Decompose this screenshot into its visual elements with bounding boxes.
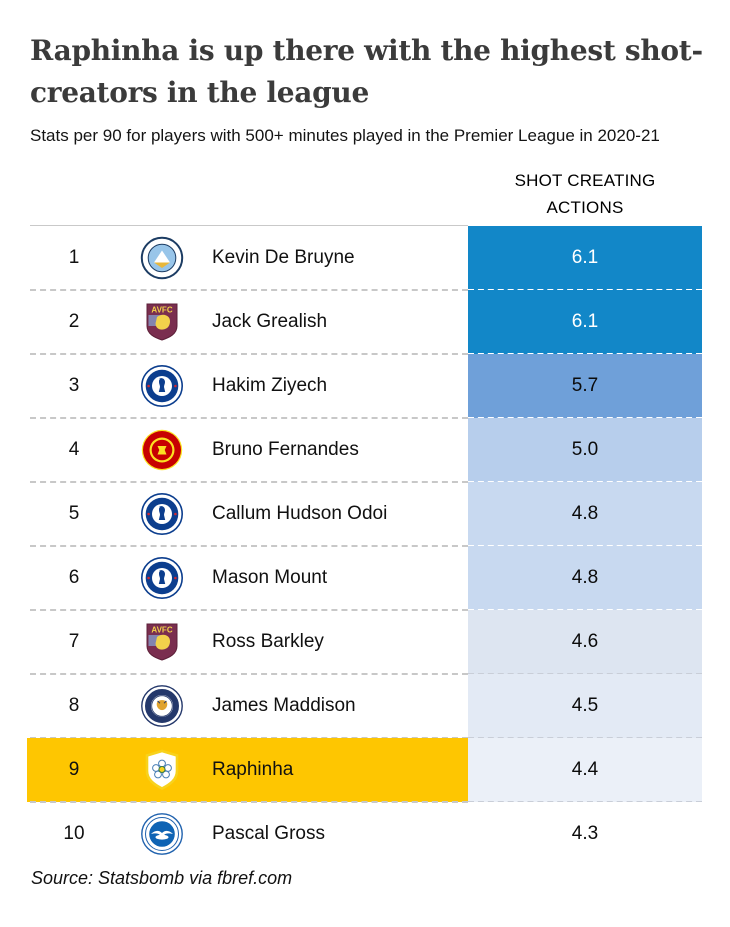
player-name: Callum Hudson Odoi	[212, 503, 388, 524]
player-name: Raphinha	[212, 759, 294, 780]
table-row: 2 AVFC Jack Grealish 6.1	[0, 290, 730, 355]
brighton-badge-icon	[140, 812, 184, 856]
badge-cell	[118, 354, 206, 418]
value-cell: 4.8	[468, 546, 702, 611]
table-row: 3 Hakim Ziyech 5.7	[0, 354, 730, 419]
value-cell: 4.3	[468, 802, 702, 866]
value-cell: 4.6	[468, 610, 702, 675]
value-label: 6.1	[571, 311, 599, 332]
value-label: 5.7	[571, 375, 599, 396]
aston-villa-badge-icon: AVFC	[140, 620, 184, 664]
badge-cell: AVFC	[118, 290, 206, 354]
value-label: 4.8	[571, 503, 599, 524]
value-cell: 4.5	[468, 674, 702, 739]
table-row: 7 AVFC Ross Barkley 4.6	[0, 610, 730, 675]
value-label: 4.3	[571, 823, 599, 844]
ranking-table: 1 Kevin De Bruyne 6.1 2 AVFC Jack Greali…	[0, 226, 730, 866]
badge-cell	[118, 546, 206, 610]
player-name: Kevin De Bruyne	[212, 247, 355, 268]
table-row: 1 Kevin De Bruyne 6.1	[0, 226, 730, 291]
badge-cell	[118, 802, 206, 866]
value-label: 4.6	[571, 631, 599, 652]
value-label: 4.8	[571, 567, 599, 588]
man-utd-badge-icon	[140, 428, 184, 472]
value-label: 4.5	[571, 695, 599, 716]
chelsea-badge-icon	[140, 492, 184, 536]
value-cell: 4.4	[468, 738, 702, 803]
value-label: 6.1	[571, 247, 599, 268]
rank-label: 5	[68, 503, 80, 524]
table-row: 5 Callum Hudson Odoi 4.8	[0, 482, 730, 547]
rank-label: 9	[68, 759, 80, 780]
player-name: Bruno Fernandes	[212, 439, 359, 460]
table-row: 9 Raphinha 4.4	[0, 738, 730, 803]
badge-cell	[118, 226, 206, 290]
value-cell: 5.7	[468, 354, 702, 419]
badge-cell	[118, 418, 206, 482]
chelsea-badge-icon	[140, 556, 184, 600]
table-row: 6 Mason Mount 4.8	[0, 546, 730, 611]
table-row: 4 Bruno Fernandes 5.0	[0, 418, 730, 483]
player-name: Jack Grealish	[212, 311, 328, 332]
value-label: 4.4	[571, 759, 599, 780]
player-name: Ross Barkley	[212, 631, 324, 652]
value-cell: 4.8	[468, 482, 702, 547]
player-name: Hakim Ziyech	[212, 375, 328, 396]
rank-label: 3	[68, 375, 80, 396]
badge-cell: AVFC	[118, 610, 206, 674]
value-cell: 5.0	[468, 418, 702, 483]
chart-title: Raphinha is up there with the highest sh…	[30, 34, 703, 109]
badge-cell	[118, 738, 206, 802]
highlight-bar	[27, 738, 468, 802]
rank-label: 4	[68, 439, 80, 460]
source-note: Source: Statsbomb via fbref.com	[31, 868, 293, 888]
leicester-badge-icon	[140, 684, 184, 728]
value-cell: 6.1	[468, 226, 702, 291]
leeds-badge-icon	[140, 748, 184, 792]
table-top-border	[30, 225, 468, 226]
svg-text:AVFC: AVFC	[151, 306, 172, 315]
svg-text:AVFC: AVFC	[151, 626, 172, 635]
badge-cell	[118, 482, 206, 546]
player-name: James Maddison	[212, 695, 356, 716]
value-label: 5.0	[571, 439, 599, 460]
rank-label: 2	[68, 311, 80, 332]
rank-label: 10	[63, 823, 85, 844]
man-city-badge-icon	[140, 236, 184, 280]
chart-subtitle: Stats per 90 for players with 500+ minut…	[30, 126, 660, 145]
rank-label: 1	[68, 247, 80, 268]
rank-label: 7	[68, 631, 80, 652]
chelsea-badge-icon	[140, 364, 184, 408]
rank-label: 6	[68, 567, 80, 588]
player-name: Mason Mount	[212, 567, 328, 588]
table-row: 10 Pascal Gross 4.3	[0, 802, 730, 866]
player-name: Pascal Gross	[212, 823, 325, 844]
rank-label: 8	[68, 695, 80, 716]
value-column-header: SHOT CREATING ACTIONS	[514, 171, 656, 217]
table-row: 8 James Maddison 4.5	[0, 674, 730, 739]
badge-cell	[118, 674, 206, 738]
value-cell: 6.1	[468, 290, 702, 355]
aston-villa-badge-icon: AVFC	[140, 300, 184, 344]
